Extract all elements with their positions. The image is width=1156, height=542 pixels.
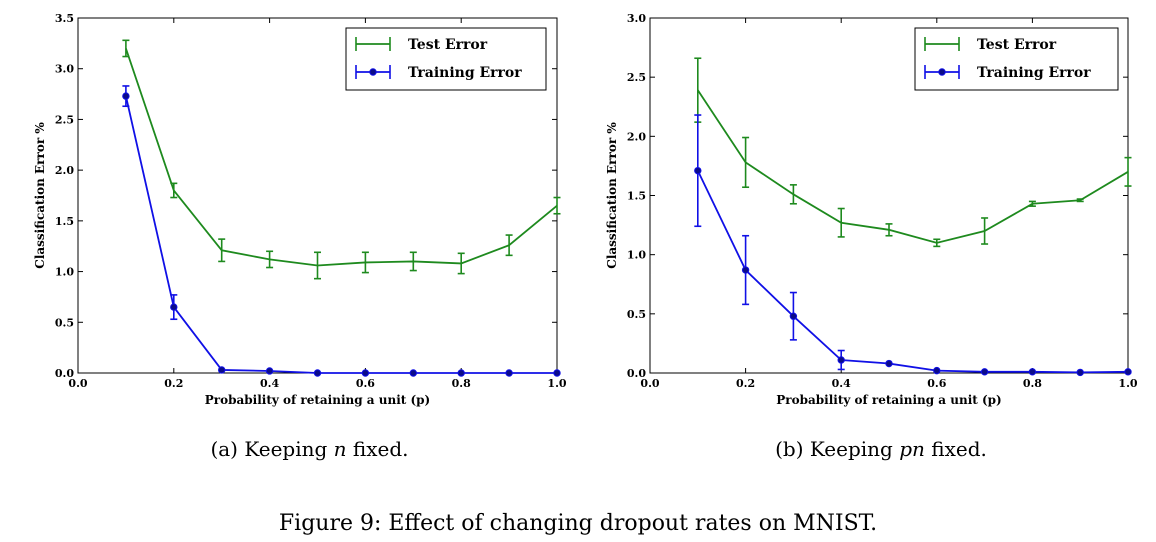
test-error-series xyxy=(694,57,1132,248)
data-point xyxy=(694,166,702,175)
y-tick-label: 1.5 xyxy=(55,215,74,228)
legend-entry-test-error: Test Error xyxy=(355,37,488,53)
subfigure-caption: (b) Keeping pn fixed. xyxy=(775,437,987,461)
data-point xyxy=(837,356,845,364)
x-tick-label: 0.0 xyxy=(68,377,87,390)
training-error-series xyxy=(694,114,1132,377)
y-tick-label: 1.0 xyxy=(627,249,646,262)
data-point xyxy=(980,368,989,376)
x-tick-label: 1.0 xyxy=(547,377,566,390)
x-tick-label: 0.4 xyxy=(832,377,851,390)
y-tick-label: 3.0 xyxy=(627,12,646,25)
legend: Test Error Training Error xyxy=(345,27,547,91)
caption-suffix: fixed. xyxy=(925,437,987,461)
x-tick-label: 0.8 xyxy=(452,377,471,390)
y-tick-label: 0.5 xyxy=(627,308,646,321)
caption-prefix: (a) Keeping xyxy=(210,437,333,461)
legend-box xyxy=(345,27,547,91)
data-point xyxy=(1076,368,1084,377)
y-tick-label: 0.0 xyxy=(627,367,646,380)
y-axis-label: Classification Error % xyxy=(33,122,47,269)
legend-marker xyxy=(369,68,377,76)
legend-marker xyxy=(938,68,946,76)
x-tick-label: 0.2 xyxy=(164,377,183,390)
y-axis-label: Classification Error % xyxy=(605,122,619,269)
y-tick-label: 1.0 xyxy=(55,266,74,279)
data-point xyxy=(1028,368,1037,376)
legend-label: Training Error xyxy=(408,65,522,81)
legend-box xyxy=(914,27,1119,91)
data-point xyxy=(789,312,798,320)
legend-entry-training-error: Training Error xyxy=(355,65,522,81)
y-tick-label: 3.5 xyxy=(55,12,74,25)
data-point xyxy=(1124,368,1132,376)
x-tick-label: 0.0 xyxy=(640,377,659,390)
data-point xyxy=(218,366,226,374)
x-tick-label: 0.6 xyxy=(927,377,946,390)
y-tick-label: 0.5 xyxy=(55,316,74,329)
y-tick-label: 2.5 xyxy=(627,71,646,84)
legend-label: Training Error xyxy=(977,65,1091,81)
y-tick-label: 2.0 xyxy=(627,130,646,143)
y-tick-label: 2.0 xyxy=(55,164,74,177)
data-point xyxy=(457,369,465,377)
y-tick-label: 2.5 xyxy=(55,113,74,126)
x-tick-label: 0.4 xyxy=(260,377,279,390)
data-point xyxy=(361,369,370,377)
x-tick-label: 0.8 xyxy=(1023,377,1042,390)
caption-suffix: fixed. xyxy=(347,437,409,461)
y-tick-label: 3.0 xyxy=(55,63,74,76)
caption-italic: pn xyxy=(899,437,925,461)
series-line xyxy=(696,170,1129,374)
chart-b: 0.0 0.2 0.4 0.6 0.8 1.0 0.0 0.5 1.0 1.5 2.0 2.5 3.0 P… xyxy=(605,12,1138,461)
data-point xyxy=(409,369,417,377)
data-point xyxy=(553,369,561,377)
data-point xyxy=(122,92,130,100)
data-point xyxy=(170,303,178,311)
caption-italic: n xyxy=(334,437,347,461)
figure-caption: Figure 9: Effect of changing dropout rat… xyxy=(279,511,877,536)
x-axis-label: Probability of retaining a unit (p) xyxy=(205,393,430,407)
y-tick-label: 0.0 xyxy=(55,367,74,380)
y-tick-label: 1.5 xyxy=(627,190,646,203)
x-tick-label: 0.6 xyxy=(356,377,375,390)
data-point xyxy=(313,369,322,377)
caption-prefix: (b) Keeping xyxy=(775,437,899,461)
legend: Test Error Training Error xyxy=(914,27,1119,91)
legend-label: Test Error xyxy=(408,37,488,53)
legend-entry-training-error: Training Error xyxy=(924,65,1091,81)
x-axis-label: Probability of retaining a unit (p) xyxy=(776,393,1001,407)
data-point xyxy=(265,367,274,375)
data-point xyxy=(741,266,750,274)
data-point xyxy=(505,369,513,377)
subfigure-caption: (a) Keeping n fixed. xyxy=(210,437,408,461)
series-line xyxy=(125,48,558,267)
series-line xyxy=(697,89,1129,244)
test-error-series xyxy=(122,39,561,280)
chart-a: 0.0 0.2 0.4 0.6 0.8 1.0 0.0 0.5 1.0 1.5 2.0 2.5 3.0 3… xyxy=(33,12,567,461)
legend-entry-test-error: Test Error xyxy=(924,37,1057,53)
data-point xyxy=(933,366,941,375)
series-line xyxy=(125,95,557,374)
data-point xyxy=(885,359,893,368)
x-tick-label: 0.2 xyxy=(736,377,755,390)
x-tick-label: 1.0 xyxy=(1118,377,1137,390)
legend-label: Test Error xyxy=(977,37,1057,53)
training-error-series xyxy=(122,85,561,377)
